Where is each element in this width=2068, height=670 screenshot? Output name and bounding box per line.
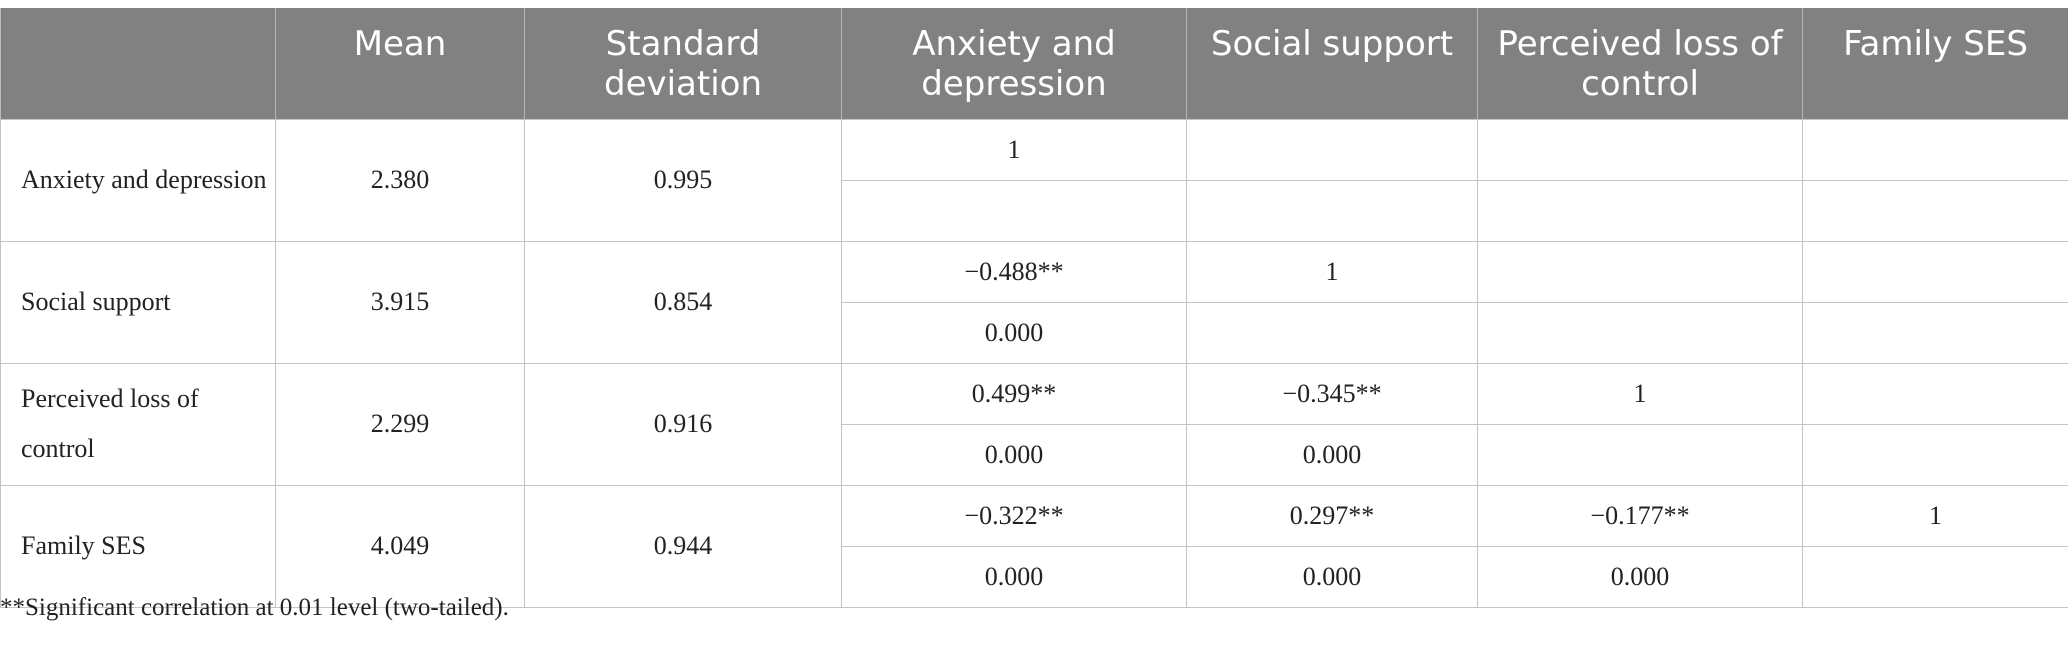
correlation-cell: −0.345** (1186, 362, 1478, 425)
mean-cell: 2.380 (275, 118, 525, 242)
table-row-pvalues: 0.000 0.000 (1, 423, 2068, 486)
p-value-cell (1477, 179, 1803, 242)
row-label: Perceived loss of control (0, 362, 276, 486)
correlation-cell (1802, 240, 2068, 303)
header-anxiety-depression: Anxiety and depression (841, 8, 1187, 119)
correlation-table-container: Mean Standard deviation Anxiety and depr… (0, 8, 2068, 608)
header-empty-cell (0, 8, 276, 119)
p-value-cell (1802, 301, 2068, 364)
mean-cell: 4.049 (275, 484, 525, 608)
correlation-cell: −0.177** (1477, 484, 1803, 547)
row-label: Family SES (0, 484, 276, 608)
p-value-cell (841, 179, 1187, 242)
correlation-cell: 1 (1477, 362, 1803, 425)
sd-cell: 0.995 (524, 118, 842, 242)
sd-cell: 0.944 (524, 484, 842, 608)
sd-cell: 0.854 (524, 240, 842, 364)
correlation-cell: 1 (841, 118, 1187, 181)
table-row: Family SES 4.049 0.944 −0.322** 0.297** … (0, 484, 2068, 608)
correlation-cell (1802, 118, 2068, 181)
header-social-support: Social support (1186, 8, 1478, 119)
header-family-ses: Family SES (1802, 8, 2068, 119)
correlation-table: Mean Standard deviation Anxiety and depr… (0, 8, 2068, 608)
sd-cell: 0.916 (524, 362, 842, 486)
correlation-cell: 1 (1186, 240, 1478, 303)
correlation-cell (1186, 118, 1478, 181)
correlation-cell (1802, 362, 2068, 425)
table-row-pvalues: 0.000 (1, 301, 2068, 364)
table-row: Anxiety and depression 2.380 0.995 1 (0, 118, 2068, 242)
p-value-cell: 0.000 (1186, 423, 1478, 486)
correlation-cell: 0.297** (1186, 484, 1478, 547)
header-mean: Mean (275, 8, 525, 119)
header-standard-deviation: Standard deviation (524, 8, 842, 119)
row-label: Social support (0, 240, 276, 364)
p-value-cell (1477, 301, 1803, 364)
p-value-cell (1802, 423, 2068, 486)
mean-cell: 2.299 (275, 362, 525, 486)
p-value-cell (1477, 423, 1803, 486)
correlation-cell (1477, 118, 1803, 181)
p-value-cell: 0.000 (841, 423, 1187, 486)
p-value-cell (1186, 179, 1478, 242)
mean-cell: 3.915 (275, 240, 525, 364)
table-row: Perceived loss of control 2.299 0.916 0.… (0, 362, 2068, 486)
row-label: Anxiety and depression (0, 118, 276, 242)
p-value-cell: 0.000 (841, 301, 1187, 364)
table-row-pvalues: 0.000 0.000 0.000 (1, 545, 2068, 608)
p-value-cell (1802, 545, 2068, 608)
table-header-row: Mean Standard deviation Anxiety and depr… (0, 8, 2068, 119)
table-row: Social support 3.915 0.854 −0.488** 1 (0, 240, 2068, 364)
p-value-cell: 0.000 (1477, 545, 1803, 608)
p-value-cell (1802, 179, 2068, 242)
correlation-cell: −0.322** (841, 484, 1187, 547)
table-footnote: **Significant correlation at 0.01 level … (0, 594, 509, 621)
correlation-cell (1477, 240, 1803, 303)
correlation-cell: 0.499** (841, 362, 1187, 425)
header-perceived-loss-of-control: Perceived loss of control (1477, 8, 1803, 119)
p-value-cell: 0.000 (1186, 545, 1478, 608)
correlation-cell: −0.488** (841, 240, 1187, 303)
correlation-cell: 1 (1802, 484, 2068, 547)
p-value-cell (1186, 301, 1478, 364)
p-value-cell: 0.000 (841, 545, 1187, 608)
